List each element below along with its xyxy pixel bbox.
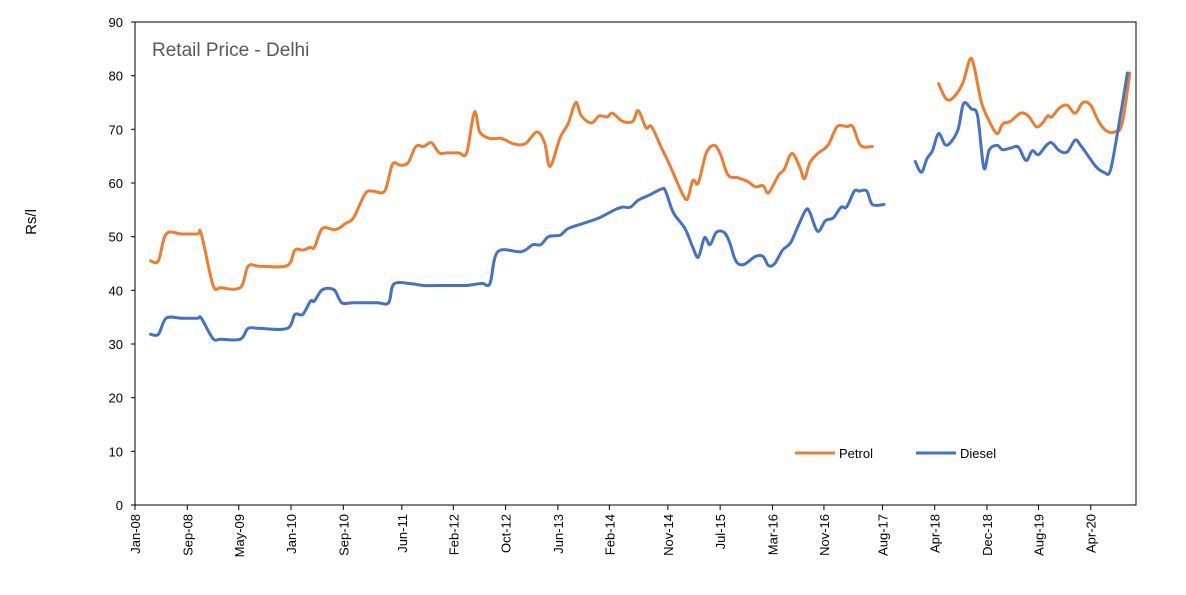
x-tick-label: Jan-10 — [284, 514, 299, 554]
x-tick-label: Nov-16 — [817, 514, 832, 556]
x-tick-label: Aug-17 — [875, 514, 890, 556]
legend: Petrol Diesel — [795, 446, 996, 461]
petrol-series-line — [149, 101, 874, 292]
plot-area — [134, 21, 1137, 506]
x-tick-label: Dec-18 — [980, 514, 995, 556]
x-tick-label: Jun-13 — [551, 514, 566, 554]
x-tick-label: Sep-10 — [336, 514, 351, 556]
x-tick-label: Nov-14 — [661, 514, 676, 556]
diesel-series-line — [149, 186, 886, 342]
x-tick-label: May-09 — [232, 514, 247, 557]
y-tick-label: 70 — [109, 122, 123, 137]
chart-title: Retail Price - Delhi — [152, 40, 309, 61]
x-tick-label: Sep-08 — [180, 514, 195, 556]
series-lines — [149, 56, 1132, 342]
x-tick-label: Feb-12 — [446, 514, 461, 555]
y-tick-label: 0 — [116, 498, 123, 513]
legend-label-petrol: Petrol — [839, 446, 873, 461]
petrol-series-line — [937, 56, 1132, 136]
y-tick-label: 80 — [109, 69, 123, 84]
x-tick-label: Mar-16 — [765, 514, 780, 555]
x-tick-label: Jul-15 — [713, 514, 728, 549]
legend-label-diesel: Diesel — [960, 446, 996, 461]
y-tick-label: 20 — [109, 391, 123, 406]
x-tick-label: Oct-12 — [499, 514, 514, 553]
x-tick-label: Aug-19 — [1031, 514, 1046, 556]
x-tick-label: Apr-18 — [928, 514, 943, 553]
x-tick-label: Apr-20 — [1084, 514, 1099, 553]
y-tick-label: 90 — [109, 15, 123, 30]
x-tick-label: Feb-14 — [602, 514, 617, 555]
y-axis-label: Rs/l — [23, 209, 40, 235]
y-tick-label: 10 — [109, 444, 123, 459]
x-tick-label: Jun-11 — [395, 514, 410, 553]
y-tick-label: 40 — [109, 283, 123, 298]
y-tick-label: 30 — [109, 337, 123, 352]
diesel-series-line — [913, 71, 1129, 176]
y-tick-label: 60 — [109, 176, 123, 191]
y-tick-label: 50 — [109, 230, 123, 245]
y-axis: 0 10 20 30 40 50 60 70 80 90 — [109, 15, 135, 513]
x-tick-label: Jan-08 — [128, 514, 143, 554]
x-axis: Jan-08 Sep-08 May-09 Jan-10 Sep-10 Jun-11 Feb-… — [128, 505, 1099, 557]
